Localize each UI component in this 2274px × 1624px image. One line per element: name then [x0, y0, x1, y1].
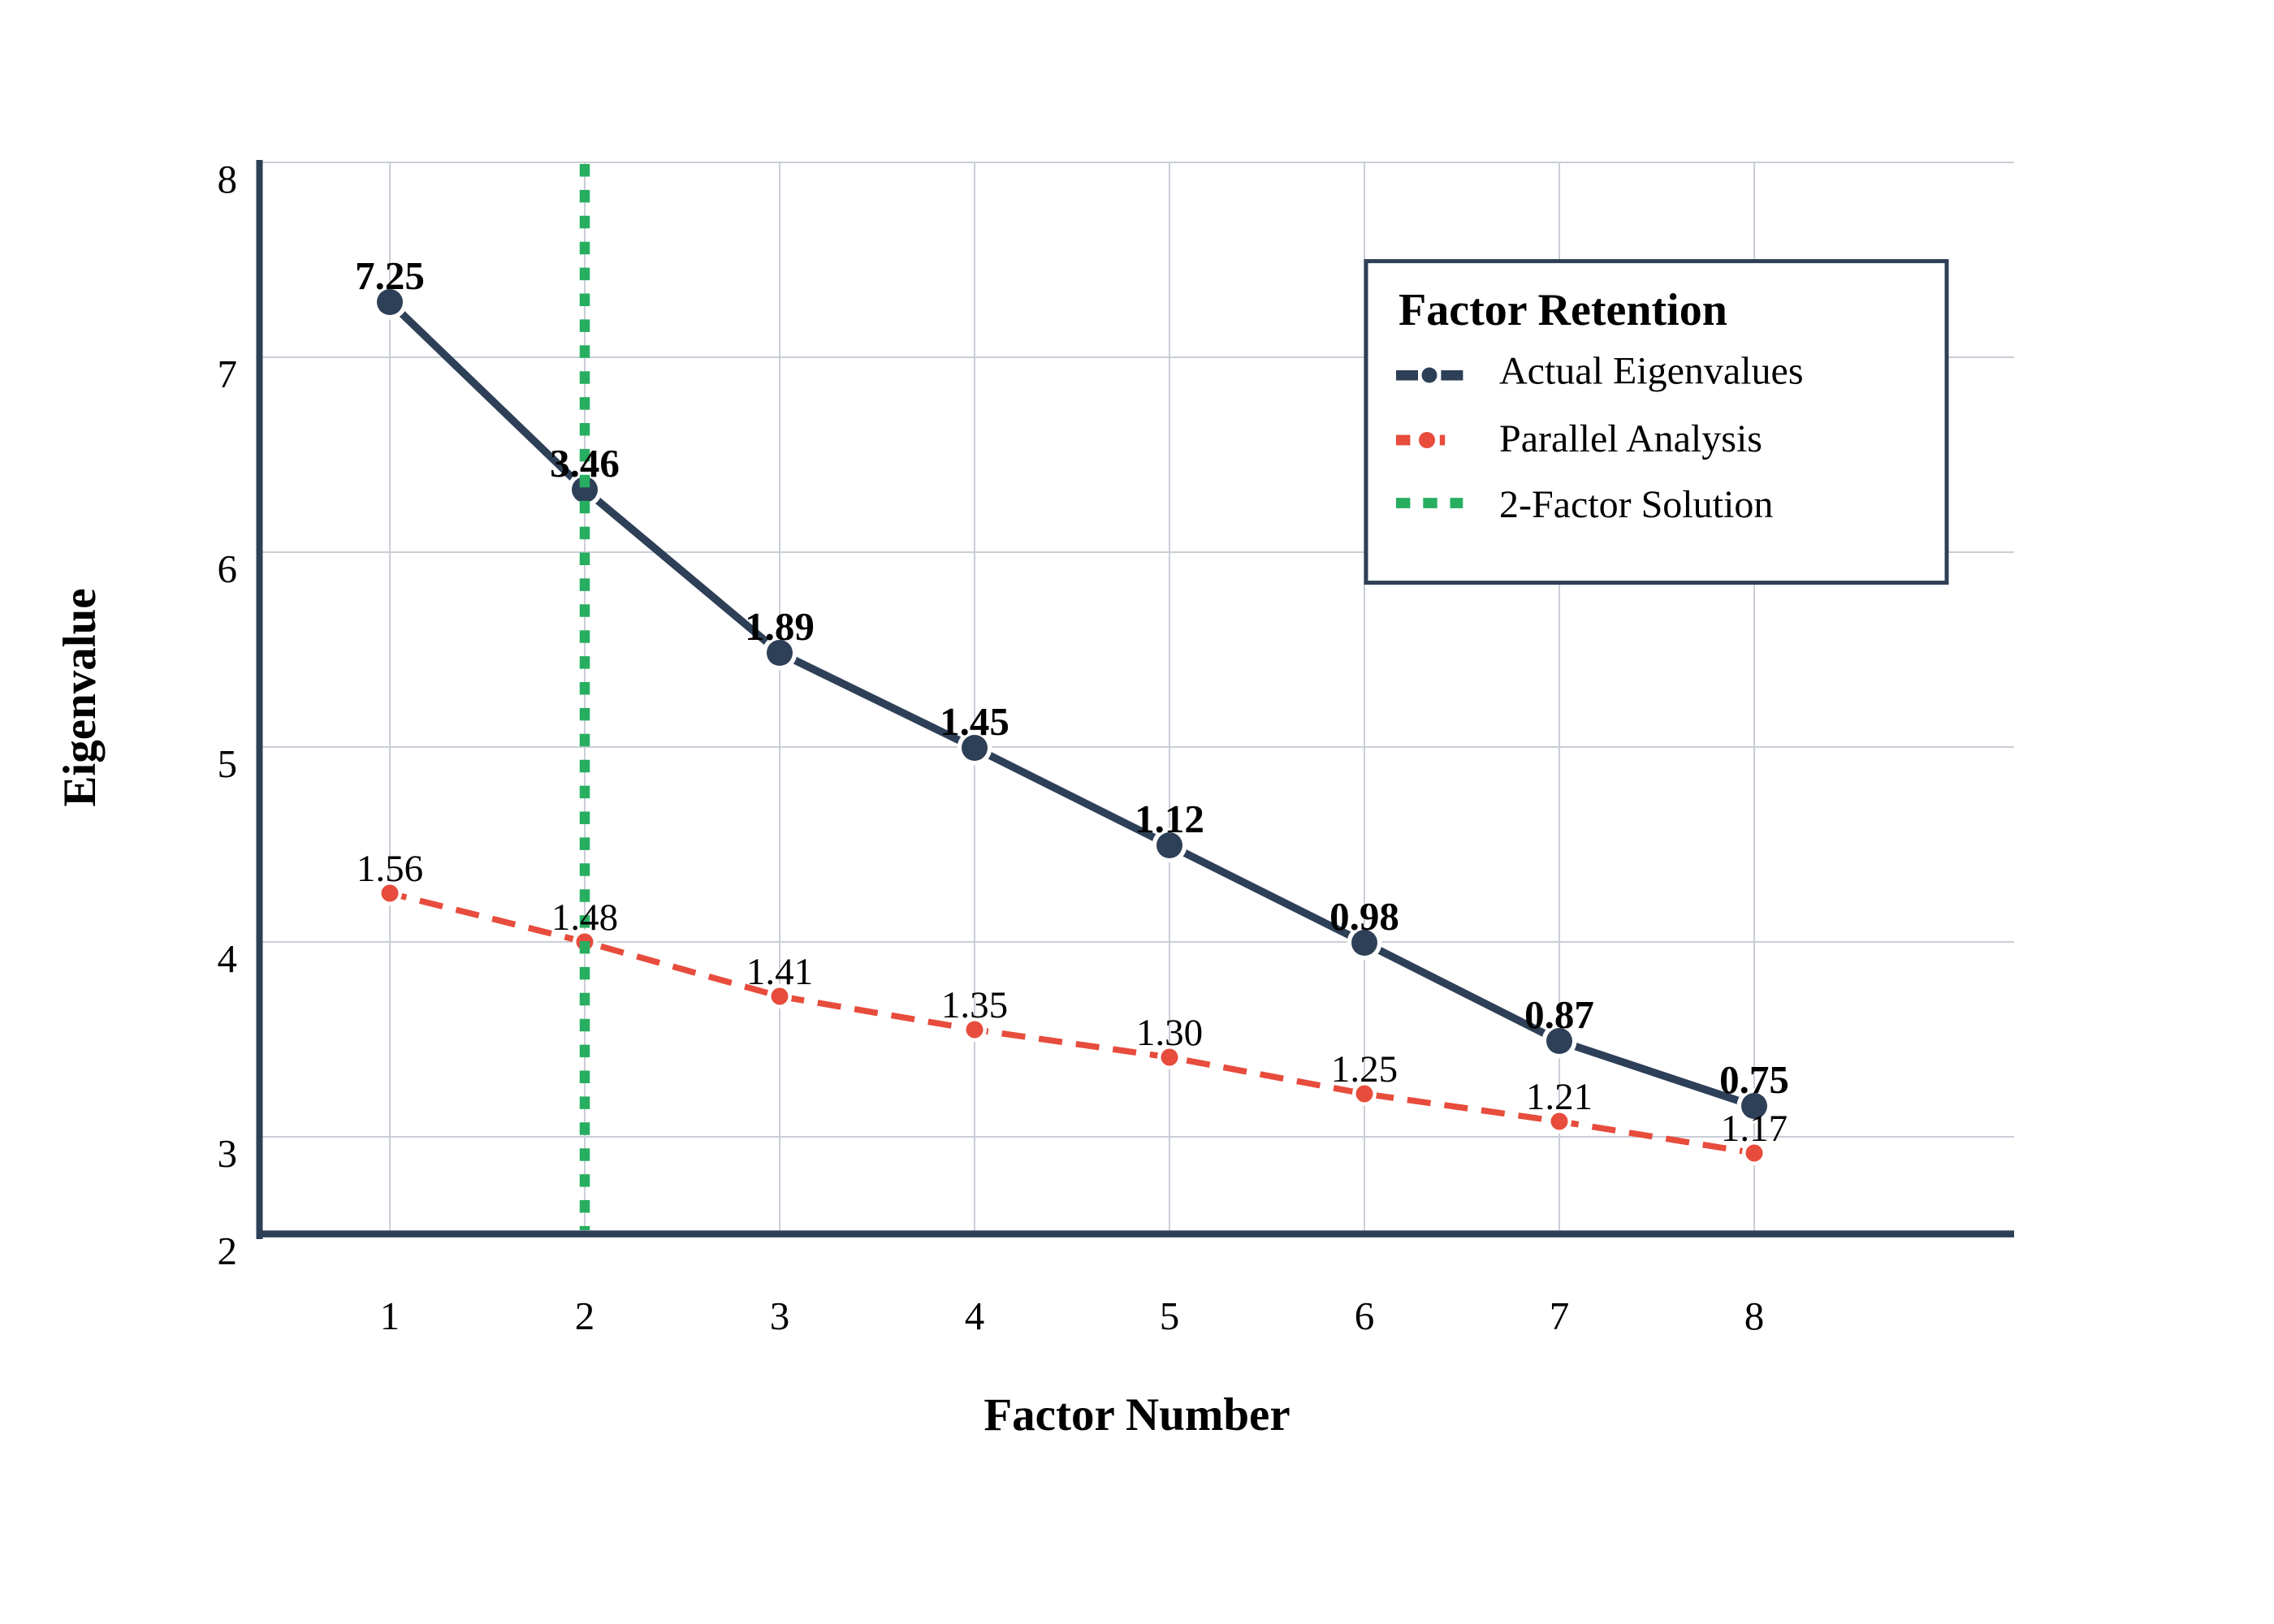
svg-text:4: 4 [218, 936, 238, 981]
svg-text:1.56: 1.56 [357, 848, 423, 890]
svg-text:1: 1 [380, 1294, 400, 1338]
svg-text:Actual Eigenvalues: Actual Eigenvalues [1499, 350, 1804, 393]
svg-text:1.12: 1.12 [1135, 797, 1204, 841]
svg-text:2: 2 [218, 1229, 238, 1273]
svg-text:1.30: 1.30 [1136, 1012, 1203, 1054]
svg-text:1.45: 1.45 [940, 699, 1009, 744]
svg-text:5: 5 [218, 741, 238, 786]
svg-text:5: 5 [1160, 1294, 1180, 1338]
svg-text:1.89: 1.89 [745, 604, 815, 649]
svg-text:7.25: 7.25 [355, 253, 425, 298]
svg-text:6: 6 [1355, 1294, 1375, 1338]
svg-text:3.46: 3.46 [550, 441, 620, 486]
svg-text:7: 7 [218, 352, 238, 396]
svg-text:7: 7 [1550, 1294, 1570, 1338]
svg-text:8: 8 [1744, 1294, 1765, 1338]
svg-text:8: 8 [218, 157, 238, 201]
svg-text:1.25: 1.25 [1331, 1048, 1398, 1091]
svg-text:1.21: 1.21 [1526, 1076, 1593, 1118]
svg-text:Eigenvalue: Eigenvalue [54, 588, 106, 806]
svg-text:4: 4 [965, 1294, 985, 1338]
svg-text:0.87: 0.87 [1524, 992, 1594, 1037]
svg-text:Factor Retention: Factor Retention [1399, 285, 1727, 335]
svg-text:0.98: 0.98 [1329, 894, 1399, 939]
svg-text:Parallel Analysis: Parallel Analysis [1499, 417, 1762, 460]
svg-text:1.41: 1.41 [746, 951, 813, 993]
svg-text:1.17: 1.17 [1721, 1108, 1788, 1150]
svg-text:1.48: 1.48 [551, 896, 618, 939]
svg-text:Factor Number: Factor Number [984, 1389, 1290, 1440]
svg-text:2-Factor Solution: 2-Factor Solution [1499, 483, 1773, 526]
svg-text:1.35: 1.35 [941, 984, 1008, 1026]
svg-text:2: 2 [575, 1294, 595, 1338]
svg-text:3: 3 [218, 1131, 238, 1176]
svg-text:3: 3 [770, 1294, 790, 1338]
svg-text:6: 6 [218, 546, 238, 591]
svg-text:0.75: 0.75 [1719, 1057, 1789, 1102]
